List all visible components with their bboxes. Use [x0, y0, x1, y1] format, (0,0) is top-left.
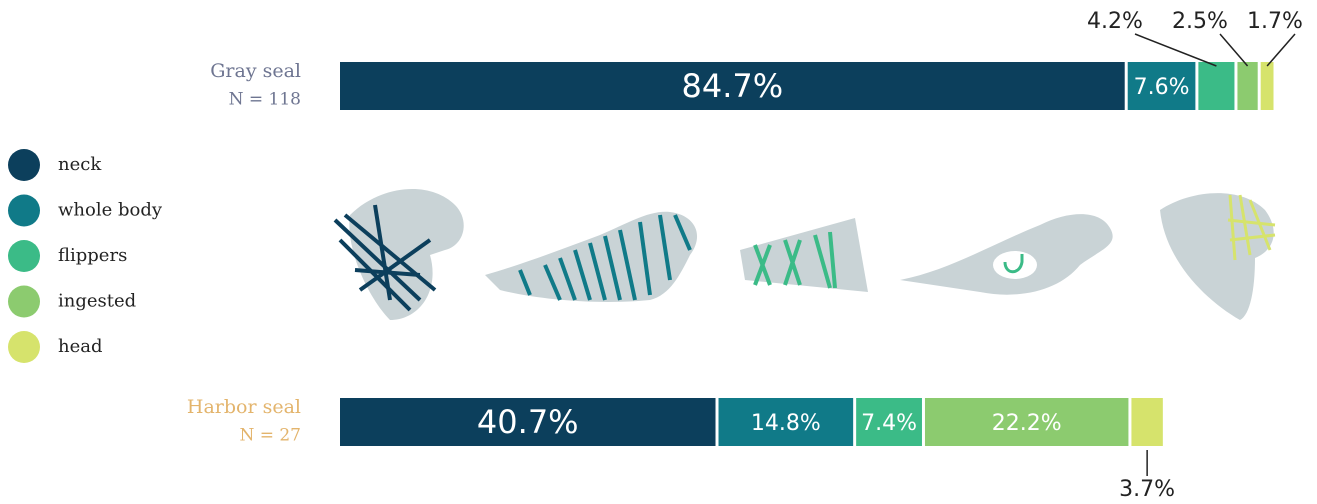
leader-line: [1266, 33, 1296, 67]
seal-flipper: [740, 218, 868, 292]
legend-label: neck: [58, 154, 102, 175]
net-flipper: [753, 231, 837, 289]
legend-label: flippers: [58, 245, 127, 266]
legend-swatch: [8, 240, 40, 272]
leader-line: [1219, 33, 1249, 67]
bar-segment: [856, 398, 922, 446]
legend-swatch: [8, 149, 40, 181]
value-label: 4.2%: [1087, 9, 1143, 34]
category-note: N = 27: [239, 426, 301, 446]
category-note: N = 118: [229, 90, 301, 110]
legend-swatch: [8, 331, 40, 363]
bar-segment: [1131, 398, 1163, 446]
legend-label: head: [58, 336, 103, 357]
bar-segment: [1198, 62, 1235, 110]
value-label: 2.5%: [1172, 9, 1228, 34]
legend-label: ingested: [58, 291, 136, 312]
bar-segment: [1260, 62, 1274, 110]
seal-body: [485, 211, 698, 302]
category-label: Harbor seal: [187, 396, 301, 418]
value-label: 14.8%: [751, 411, 821, 436]
legend-swatch: [8, 285, 40, 318]
value-label: 7.4%: [861, 411, 917, 436]
legend-label: whole body: [58, 200, 163, 221]
hook: [1003, 254, 1024, 274]
net-head: [1227, 194, 1276, 261]
net-body: [518, 214, 692, 301]
bar-segment: [340, 398, 716, 446]
net-neck: [333, 204, 437, 312]
value-label: 84.7%: [682, 67, 784, 105]
value-label: 1.7%: [1247, 9, 1303, 34]
value-label: 22.2%: [992, 411, 1062, 436]
category-label: Gray seal: [210, 60, 301, 82]
illustrations: [333, 188, 1276, 320]
bar-segment: [340, 62, 1125, 110]
legend-swatch: [8, 194, 40, 227]
stomach: [993, 251, 1037, 279]
value-label: 40.7%: [477, 403, 579, 441]
bar-segment: [718, 398, 854, 446]
bar-segment: [924, 398, 1129, 446]
bar-segment: [1127, 62, 1196, 110]
value-label: 7.6%: [1134, 75, 1190, 100]
value-label: 3.7%: [1119, 477, 1175, 502]
bar-segment: [1237, 62, 1258, 110]
seal-head: [1160, 193, 1274, 320]
leader-line: [1134, 33, 1217, 67]
